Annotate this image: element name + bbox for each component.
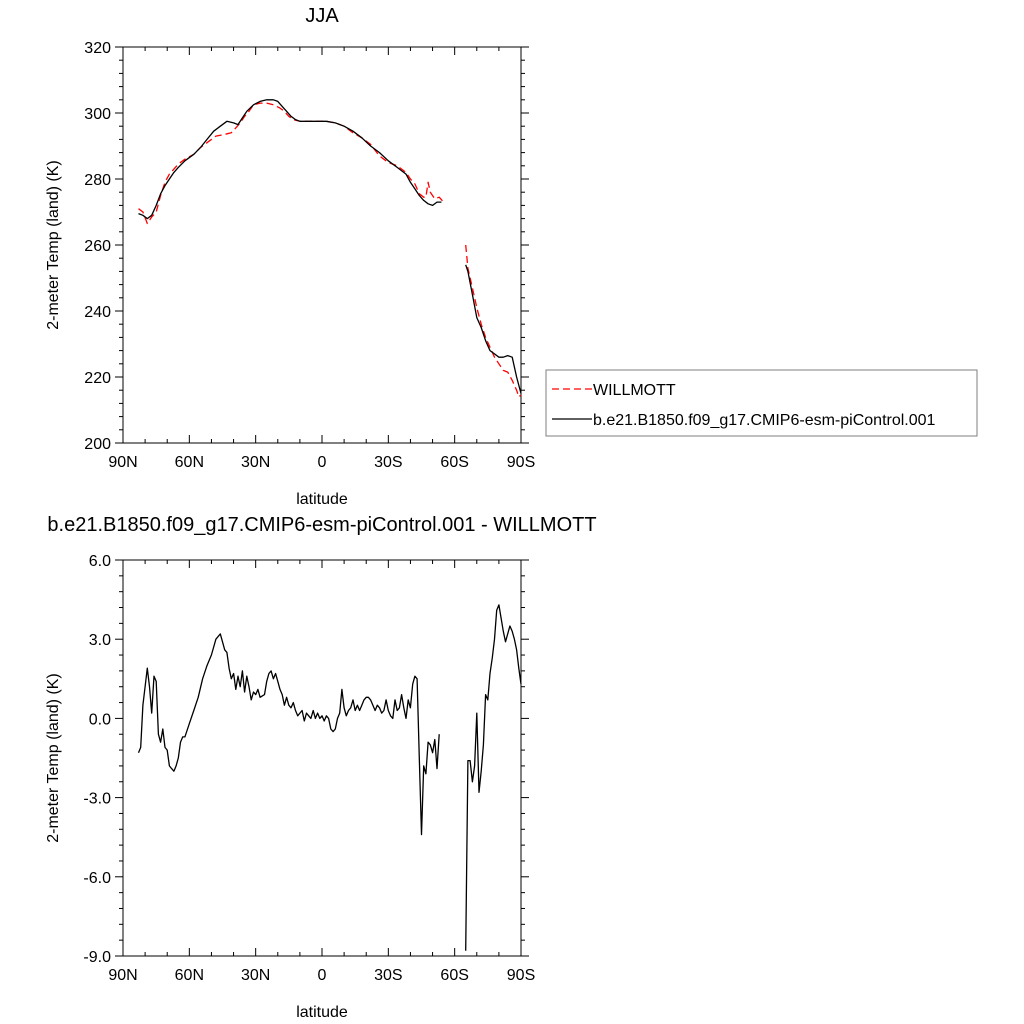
x-tick-label: 60S	[440, 967, 468, 984]
y-tick-label: 3.0	[89, 632, 111, 649]
series-layer	[138, 99, 522, 398]
x-tick-label: 30S	[374, 967, 402, 984]
series-0-line-segment-1	[465, 604, 522, 951]
x-tick-label: 30N	[241, 454, 270, 471]
series-0-line-segment-0	[138, 102, 445, 225]
x-axis-label: latitude	[296, 491, 348, 508]
x-tick-label: 30S	[374, 454, 402, 471]
series-0-line-segment-0	[137, 633, 440, 836]
y-tick-label: 0.0	[89, 711, 111, 728]
y-tick-label: 6.0	[89, 553, 111, 570]
y-axis: 200 220 240 260 280 300 320	[84, 40, 529, 453]
y-tick-label: -6.0	[83, 870, 111, 887]
legend-box	[545, 369, 978, 437]
series-layer	[137, 604, 522, 951]
y-tick-label: 280	[84, 172, 111, 189]
x-tick-label: 30N	[241, 967, 270, 984]
x-tick-label: 60N	[175, 454, 204, 471]
series-1-line-segment-1	[465, 264, 522, 394]
plot-frame	[122, 46, 522, 444]
difference-chart: b.e21.B1850.f09_g17.CMIP6-esm-piControl.…	[45, 514, 597, 1021]
x-tick-label: 90S	[507, 967, 535, 984]
legend-entry-model: b.e21.B1850.f09_g17.CMIP6-esm-piControl.…	[593, 412, 936, 429]
x-tick-label: 0	[318, 967, 327, 984]
y-axis-label: 2-meter Temp (land) (K)	[45, 673, 62, 843]
chart-title: JJA	[305, 5, 339, 27]
x-tick-label: 90N	[108, 454, 137, 471]
temperature-chart: JJA 90N 60N 30N 0 30S 60S 90S 200 220 240 260 280 3…	[45, 5, 978, 508]
x-axis: 90N 60N 30N 0 30S 60S 90S	[108, 47, 535, 471]
x-tick-label: 60S	[440, 454, 468, 471]
chart-title: b.e21.B1850.f09_g17.CMIP6-esm-piControl.…	[47, 514, 596, 536]
y-tick-label: -9.0	[83, 949, 111, 966]
x-tick-label: 90S	[507, 454, 535, 471]
y-axis-label: 2-meter Temp (land) (K)	[45, 160, 62, 330]
y-tick-label: 240	[84, 304, 111, 321]
y-tick-label: 200	[84, 436, 111, 453]
x-axis-label: latitude	[296, 1004, 348, 1021]
y-axis: -9.0 -6.0 -3.0 0.0 3.0 6.0	[83, 553, 529, 966]
x-tick-label: 90N	[108, 967, 137, 984]
legend-entry-willmott: WILLMOTT	[593, 382, 676, 399]
y-tick-label: -3.0	[83, 791, 111, 808]
y-tick-label: 220	[84, 370, 111, 387]
x-tick-label: 0	[318, 454, 327, 471]
series-1-line-segment-0	[138, 99, 442, 220]
series-0-line-segment-1	[465, 244, 522, 398]
y-tick-label: 300	[84, 106, 111, 123]
y-tick-label: 320	[84, 40, 111, 57]
x-tick-label: 60N	[175, 967, 204, 984]
legend: WILLMOTT b.e21.B1850.f09_g17.CMIP6-esm-p…	[545, 369, 978, 437]
y-tick-label: 260	[84, 238, 111, 255]
x-axis: 90N 60N 30N 0 30S 60S 90S	[108, 560, 535, 984]
plot-frame	[122, 559, 522, 957]
